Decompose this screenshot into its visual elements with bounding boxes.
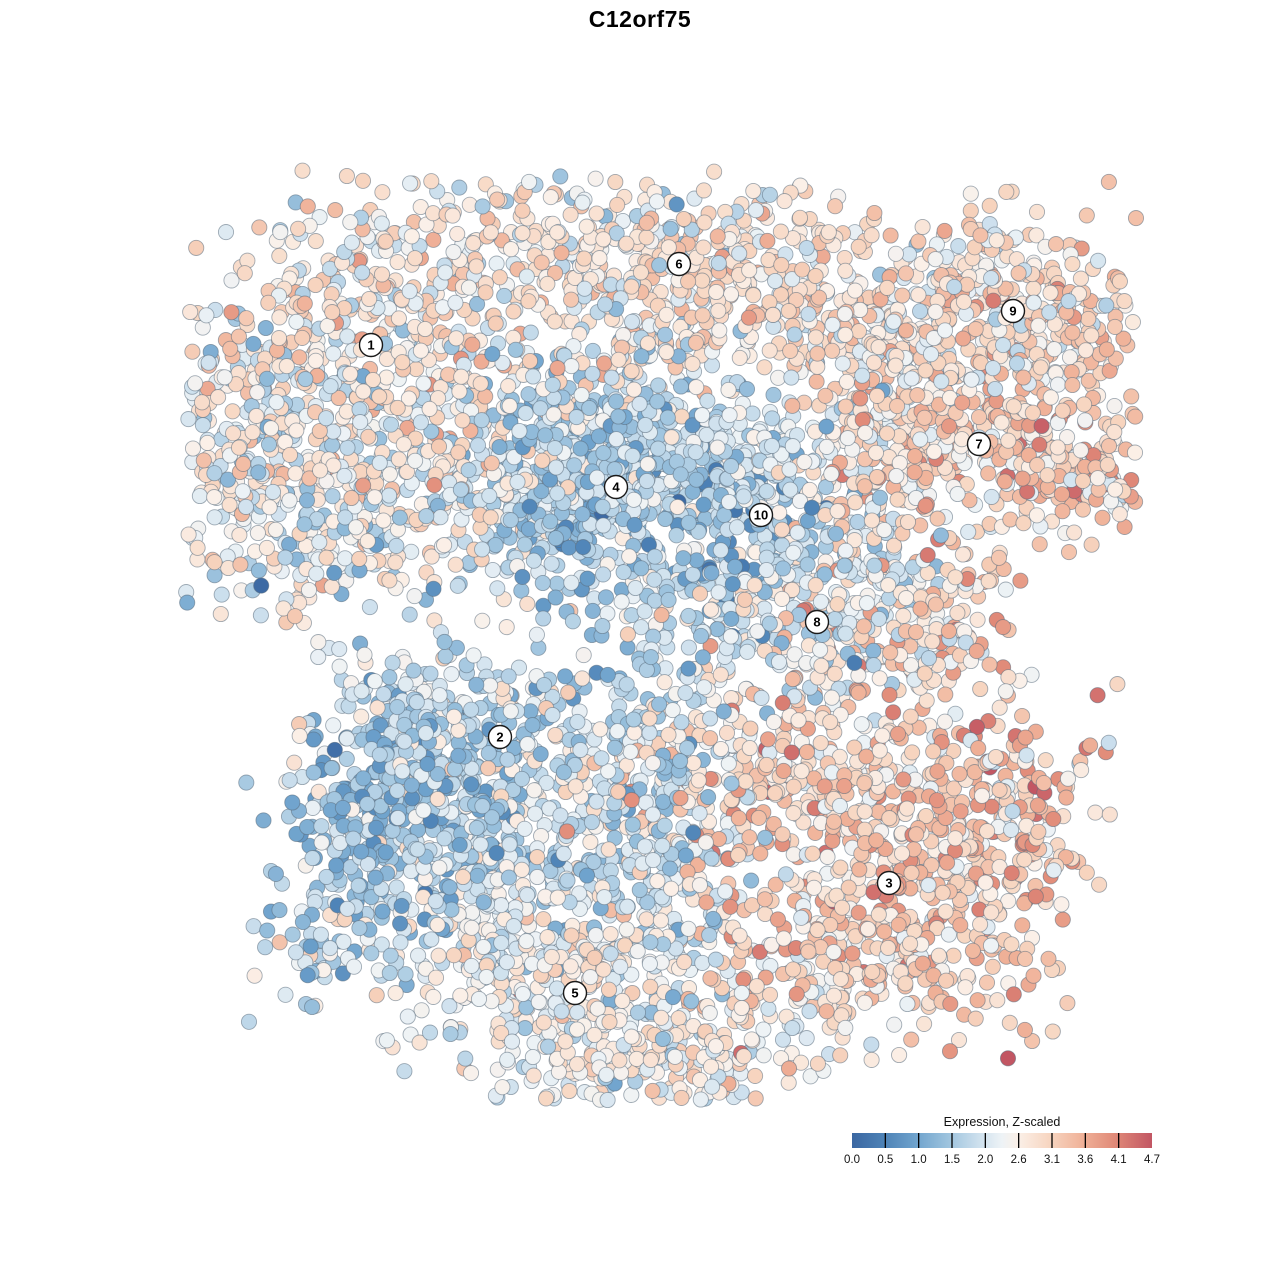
colorbar-tick-label: 2.6 xyxy=(1011,1154,1027,1166)
cluster-label-7: 7 xyxy=(966,431,992,457)
cluster-labels: 1 2 3 4 5 6 7 8 9 10 xyxy=(358,251,1026,1006)
colorbar-legend: Expression, Z-scaled 0.0 0.5 1.0 1.5 2.0 2.6 3.… xyxy=(844,1115,1160,1166)
cluster-label-1: 1 xyxy=(358,332,384,358)
colorbar-gradient xyxy=(852,1133,1152,1148)
colorbar-tick-label: 0.0 xyxy=(844,1154,860,1166)
cluster-label-9: 9 xyxy=(1000,298,1026,324)
scatter-points xyxy=(178,162,1145,1109)
cluster-label-10: 10 xyxy=(748,502,774,528)
colorbar-tick-label: 4.7 xyxy=(1144,1154,1160,1166)
colorbar-tick-label: 3.6 xyxy=(1077,1154,1093,1166)
cluster-label-6: 6 xyxy=(666,251,692,277)
cluster-label-4: 4 xyxy=(603,474,629,500)
cluster-label-3: 3 xyxy=(876,870,902,896)
colorbar-tick-label: 4.1 xyxy=(1111,1154,1127,1166)
colorbar-tick-label: 1.0 xyxy=(911,1154,927,1166)
chart-title: C12orf75 xyxy=(588,6,692,32)
colorbar-tick-label: 3.1 xyxy=(1044,1154,1060,1166)
cluster-label-2: 2 xyxy=(487,724,513,750)
cluster-label-8: 8 xyxy=(804,609,830,635)
colorbar-tick-label: 1.5 xyxy=(944,1154,960,1166)
cluster-label-5: 5 xyxy=(562,980,588,1006)
colorbar-tick-label: 2.0 xyxy=(977,1154,993,1166)
colorbar-tick-label: 0.5 xyxy=(877,1154,893,1166)
colorbar-title: Expression, Z-scaled xyxy=(944,1115,1061,1129)
